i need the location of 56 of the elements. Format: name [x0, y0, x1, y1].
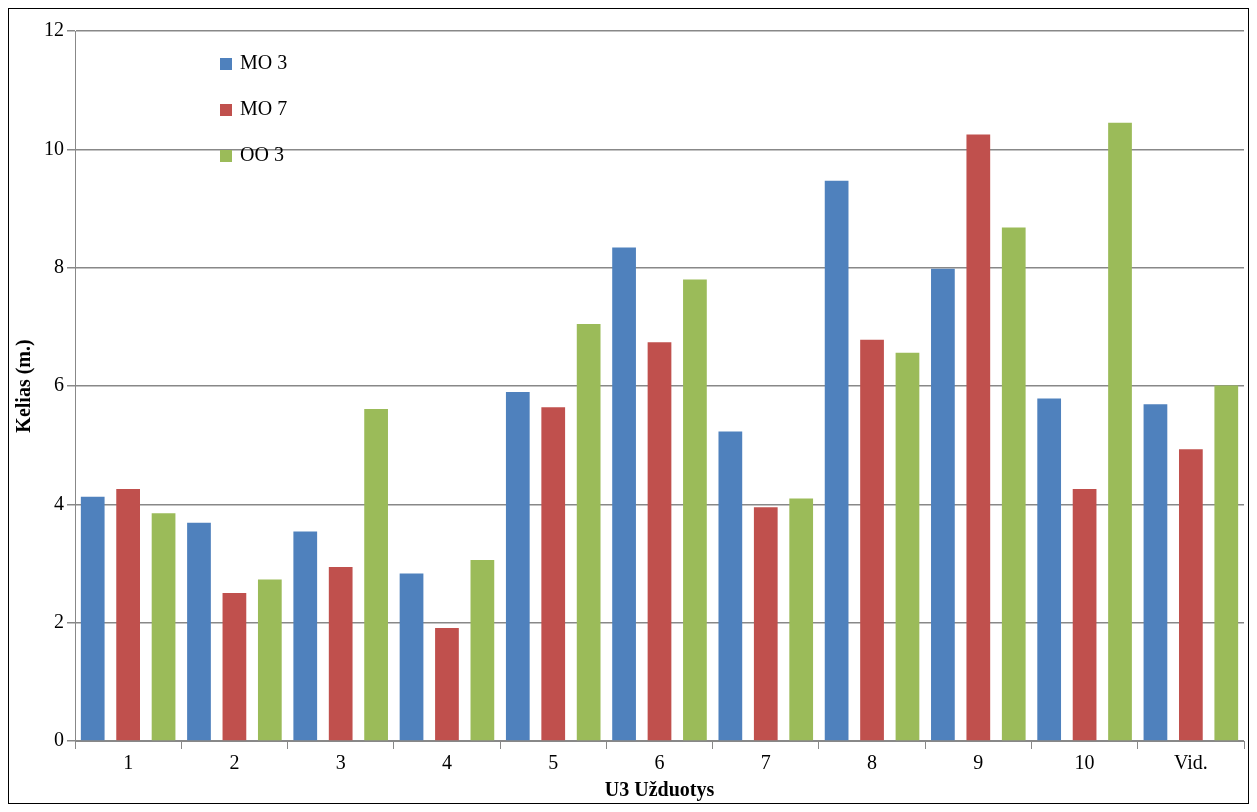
bar: [824, 180, 849, 741]
bar: [222, 593, 247, 741]
x-tick-label: 6: [654, 751, 665, 774]
bar: [576, 323, 601, 741]
bar: [435, 627, 459, 741]
bar: [966, 134, 991, 741]
bar: [399, 573, 424, 741]
bar: [541, 407, 566, 741]
bar: [257, 579, 282, 741]
bar: [293, 531, 318, 741]
bar: [683, 279, 707, 741]
x-tick-label: 4: [441, 751, 452, 774]
x-tick-label: 8: [867, 751, 878, 774]
bar: [187, 522, 211, 741]
bar: [647, 342, 672, 741]
y-axis-title: Kelias (m.): [12, 339, 36, 433]
legend-label: MO 7: [240, 97, 288, 120]
bar: [612, 247, 636, 741]
bar: [1001, 227, 1026, 741]
x-tick-label: 9: [973, 751, 984, 774]
bar: [718, 431, 743, 741]
y-tick-label: 4: [54, 491, 64, 514]
legend-label: OO 3: [240, 143, 284, 166]
x-tick-label: 7: [760, 751, 771, 774]
x-tick-label: Vid.: [1173, 751, 1208, 774]
bar: [895, 352, 920, 741]
bar: [1108, 122, 1132, 741]
bar: [116, 488, 140, 741]
bar: [505, 391, 530, 741]
legend-label: MO 3: [240, 51, 288, 74]
bar: [860, 339, 884, 741]
bar: [1214, 385, 1239, 741]
bar: [151, 513, 176, 741]
x-tick-label: 5: [548, 751, 559, 774]
y-tick-label: 12: [44, 18, 64, 41]
x-tick-label: 10: [1074, 751, 1095, 774]
bar: [931, 268, 955, 741]
y-tick-label: 8: [54, 254, 64, 277]
bar: [1037, 398, 1062, 741]
x-tick-label: 2: [229, 751, 240, 774]
bar: [328, 567, 353, 741]
x-tick-label: 3: [335, 751, 346, 774]
y-tick-label: 0: [54, 728, 64, 751]
bar: [753, 507, 778, 741]
y-tick-label: 6: [54, 373, 64, 396]
y-tick-label: 10: [44, 136, 64, 159]
y-tick-label: 2: [54, 609, 64, 632]
bar: [80, 496, 105, 741]
bar: [1143, 404, 1168, 741]
x-axis-title: U3 Užduotys: [604, 778, 715, 802]
x-tick-label: 1: [123, 751, 134, 774]
bar: [364, 409, 388, 741]
bar: [470, 559, 495, 741]
bar: [789, 498, 814, 741]
bar: [1072, 488, 1097, 741]
bar: [1179, 449, 1203, 741]
